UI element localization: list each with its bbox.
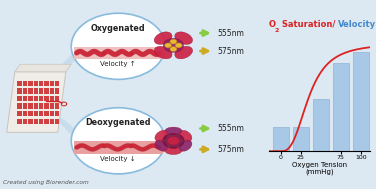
Bar: [23, 96, 27, 101]
Text: 575nm: 575nm: [218, 145, 245, 154]
Ellipse shape: [154, 32, 172, 44]
Bar: [33, 103, 38, 109]
Bar: [50, 81, 54, 86]
Bar: [50, 88, 54, 94]
Bar: [39, 111, 43, 116]
Bar: [39, 96, 43, 101]
Ellipse shape: [175, 46, 193, 59]
Bar: [28, 81, 33, 86]
Text: Velocity: Velocity: [338, 20, 376, 29]
Text: 575nm: 575nm: [218, 46, 245, 56]
Bar: [23, 103, 27, 109]
X-axis label: Oxygen Tension
(mmHg): Oxygen Tension (mmHg): [292, 162, 347, 175]
Bar: [33, 81, 38, 86]
Text: O: O: [269, 20, 276, 29]
Circle shape: [170, 47, 177, 51]
Bar: [17, 111, 22, 116]
Bar: [353, 52, 369, 151]
Bar: [50, 96, 54, 101]
Bar: [50, 111, 54, 116]
Text: Created using Biorender.com: Created using Biorender.com: [3, 180, 88, 185]
Bar: [55, 111, 59, 116]
Circle shape: [170, 39, 177, 44]
Ellipse shape: [179, 140, 192, 151]
Bar: [44, 103, 49, 109]
Bar: [44, 88, 49, 94]
Bar: [55, 119, 59, 124]
Text: 555nm: 555nm: [218, 29, 245, 38]
Polygon shape: [47, 110, 105, 155]
Ellipse shape: [155, 140, 168, 151]
Bar: [293, 127, 309, 151]
Bar: [17, 96, 22, 101]
Bar: [39, 103, 43, 109]
Bar: [44, 119, 49, 124]
Bar: [333, 63, 349, 151]
Bar: [33, 111, 38, 116]
Ellipse shape: [154, 46, 172, 59]
Ellipse shape: [155, 130, 168, 141]
Bar: [55, 88, 59, 94]
Text: 2: 2: [274, 28, 279, 33]
Polygon shape: [15, 64, 71, 72]
Bar: [273, 127, 289, 151]
Circle shape: [167, 136, 179, 145]
Bar: [55, 96, 59, 101]
Bar: [50, 103, 54, 109]
Bar: [39, 88, 43, 94]
Circle shape: [71, 108, 165, 174]
Bar: [39, 119, 43, 124]
Bar: [17, 103, 22, 109]
Text: Velocity ↑: Velocity ↑: [100, 61, 136, 67]
Bar: [50, 119, 54, 124]
Bar: [23, 88, 27, 94]
Polygon shape: [47, 34, 105, 80]
Circle shape: [163, 38, 183, 53]
Bar: [313, 99, 329, 151]
Bar: [23, 119, 27, 124]
Bar: [17, 88, 22, 94]
Text: Oxygenated: Oxygenated: [91, 24, 146, 33]
Text: Saturation/: Saturation/: [279, 20, 335, 29]
Bar: [33, 96, 38, 101]
Bar: [74, 47, 163, 59]
Bar: [44, 111, 49, 116]
Bar: [23, 81, 27, 86]
Ellipse shape: [165, 147, 182, 154]
Ellipse shape: [179, 130, 192, 141]
Bar: [55, 103, 59, 109]
Polygon shape: [7, 72, 66, 132]
Ellipse shape: [165, 127, 182, 135]
Bar: [33, 119, 38, 124]
Text: Deoxygenated: Deoxygenated: [85, 118, 151, 127]
Text: 555nm: 555nm: [218, 124, 245, 133]
Circle shape: [71, 13, 165, 79]
Bar: [28, 119, 33, 124]
Bar: [17, 119, 22, 124]
Circle shape: [165, 43, 171, 48]
Bar: [39, 81, 43, 86]
Bar: [23, 111, 27, 116]
Bar: [44, 81, 49, 86]
Bar: [28, 96, 33, 101]
Ellipse shape: [175, 32, 193, 44]
Bar: [74, 141, 163, 153]
Bar: [44, 96, 49, 101]
Circle shape: [162, 133, 184, 149]
Text: Velocity ↓: Velocity ↓: [100, 156, 136, 162]
Bar: [55, 81, 59, 86]
Bar: [17, 81, 22, 86]
Bar: [28, 88, 33, 94]
Bar: [33, 88, 38, 94]
Bar: [28, 103, 33, 109]
Bar: [28, 111, 33, 116]
Circle shape: [175, 43, 182, 48]
